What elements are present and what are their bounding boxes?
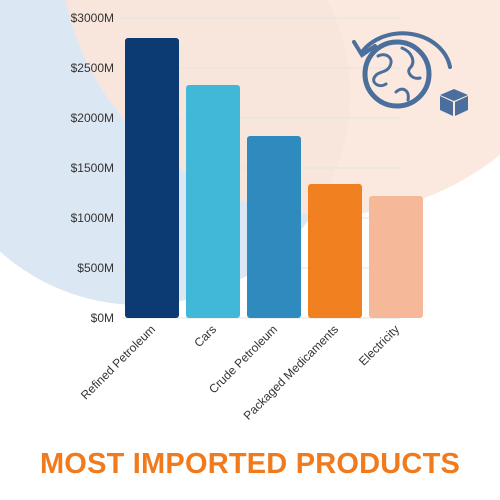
bar-cars [186,85,240,318]
globe-refresh-box-icon [350,22,470,117]
x-category-label: Electricity [356,322,402,368]
bar-electricity [369,196,423,318]
bars [125,38,423,318]
y-tick-label: $2000M [71,111,114,125]
box-icon [440,89,468,116]
bar-packaged-medicaments [308,184,362,318]
page-title: MOST IMPORTED PRODUCTS [39,448,461,480]
bar-refined-petroleum [125,38,179,318]
x-category-label: Cars [191,322,219,350]
y-tick-label: $500M [77,261,114,275]
refresh-arc-icon [360,31,452,69]
bar-crude-petroleum [247,136,301,318]
y-tick-label: $1500M [71,161,114,175]
y-tick-label: $1000M [71,211,114,225]
x-category-label: Refined Petroleum [78,322,158,402]
y-axis-ticks: $0M $500M $1000M $1500M $2000M $2500M $3000M [71,11,114,325]
y-tick-label: $3000M [71,11,114,25]
y-tick-label: $0M [91,311,114,325]
globe-icon [362,39,432,109]
y-tick-label: $2500M [71,61,114,75]
arrow-head-icon [352,40,377,58]
